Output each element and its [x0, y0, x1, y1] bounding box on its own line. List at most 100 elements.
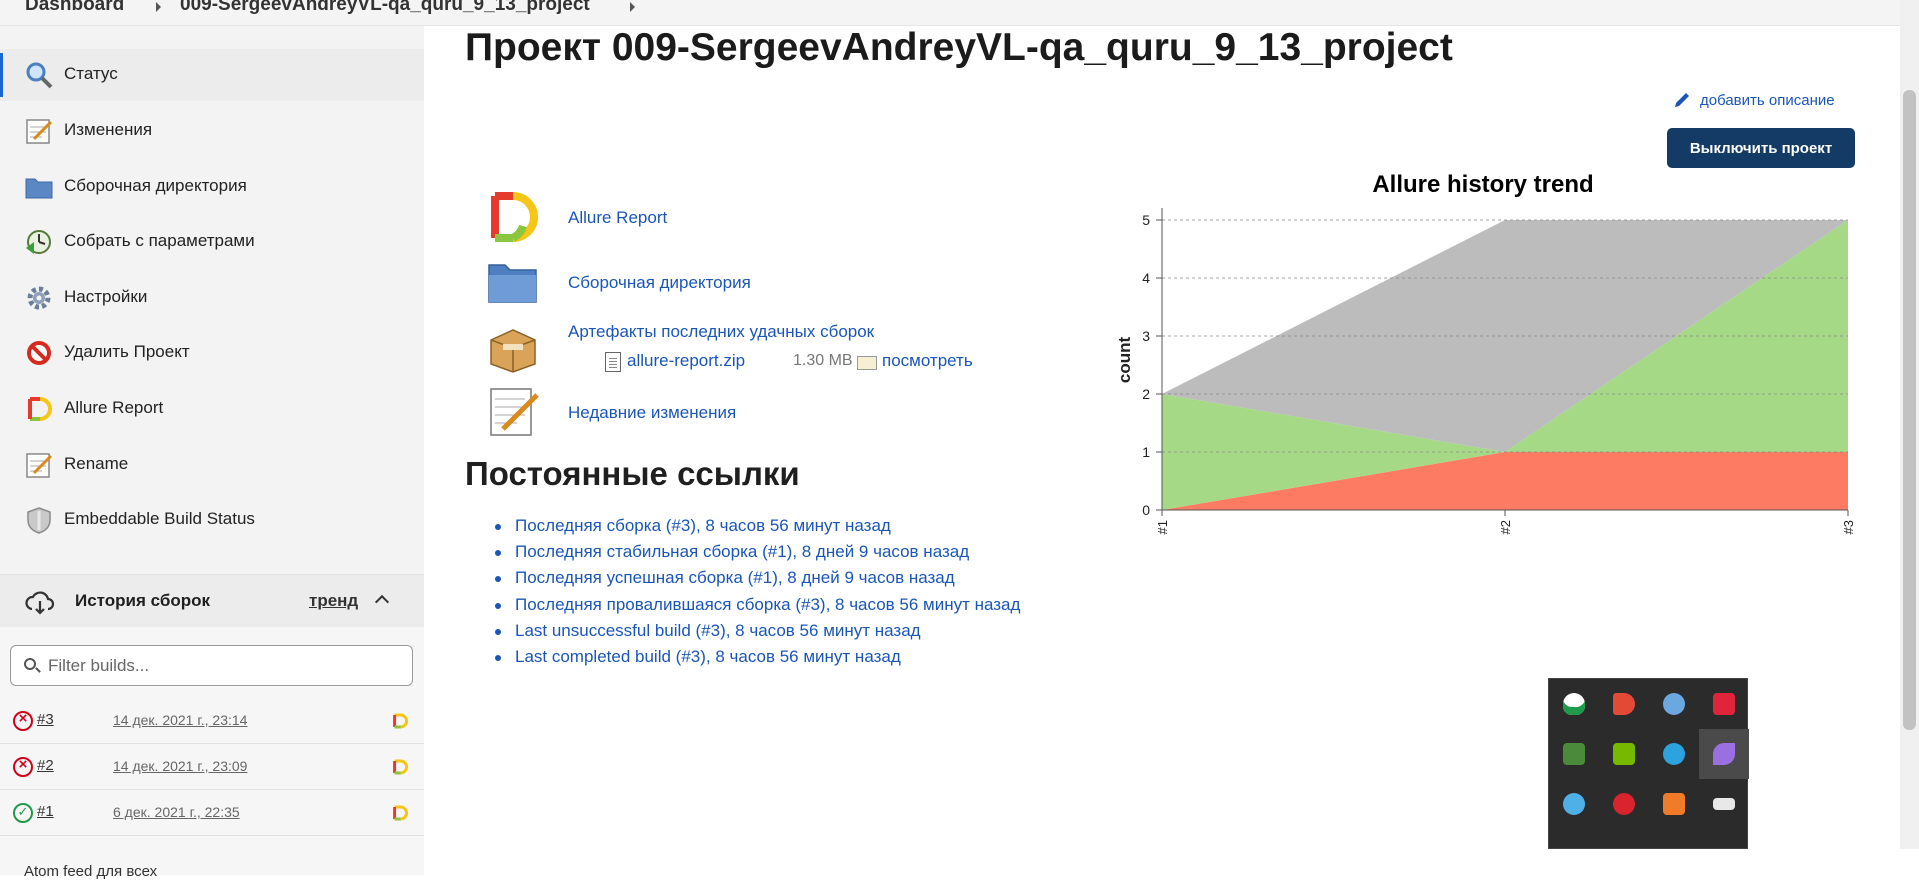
- pencil-icon: [1675, 93, 1689, 107]
- permalinks-list: Последняя сборка (#3), 8 часов 56 минут …: [495, 516, 1020, 673]
- trend-link[interactable]: тренд: [309, 591, 359, 610]
- permalink-last-build[interactable]: Последняя сборка (#3), 8 часов 56 минут …: [515, 516, 891, 535]
- build-number-link[interactable]: #3: [37, 711, 54, 728]
- recent-changes-link[interactable]: Недавние изменения: [568, 403, 737, 422]
- allure-icon[interactable]: [391, 804, 409, 822]
- sidebar-item-workspace[interactable]: Сборочная директория: [0, 161, 424, 213]
- sidebar-item-embeddable-build-status[interactable]: Embeddable Build Status: [0, 494, 424, 546]
- sidebar-item-label: Rename: [64, 454, 129, 473]
- build-row[interactable]: × #3 14 дек. 2021 г., 23:14: [0, 699, 424, 744]
- tray-nvidia-icon[interactable]: [1599, 729, 1649, 779]
- clock-build-icon: [26, 230, 51, 254]
- sidebar-item-status[interactable]: Статус: [0, 49, 424, 101]
- atom-feed-link[interactable]: Atom feed для всех: [24, 863, 158, 880]
- workspace-link[interactable]: Сборочная директория: [568, 273, 751, 292]
- sidebar-item-allure-report[interactable]: Allure Report: [0, 383, 424, 435]
- build-row[interactable]: ✓ #1 6 дек. 2021 г., 22:35: [0, 791, 424, 836]
- folder-icon[interactable]: [485, 255, 541, 309]
- filter-builds-input[interactable]: [48, 654, 398, 678]
- failed-status-icon: ×: [13, 710, 33, 731]
- x-tick-label: #3: [1841, 520, 1856, 534]
- permalink-item: Последняя стабильная сборка (#1), 8 дней…: [495, 542, 1020, 568]
- permalink-item: Last unsuccessful build (#3), 8 часов 56…: [495, 621, 1020, 647]
- build-date-link[interactable]: 14 дек. 2021 г., 23:14: [113, 712, 248, 728]
- area-series-failed[interactable]: [1162, 452, 1848, 510]
- y-tick-label: 5: [1142, 212, 1150, 228]
- sidebar-item-settings[interactable]: Настройки: [0, 272, 424, 324]
- tray-shield-check-icon[interactable]: [1549, 679, 1599, 729]
- view-icon: [857, 356, 877, 370]
- area-series-passed[interactable]: [1162, 220, 1848, 510]
- artifact-view-link[interactable]: посмотреть: [882, 351, 973, 370]
- success-status-icon: ✓: [13, 803, 33, 823]
- artifact-file-link[interactable]: allure-report.zip: [627, 351, 746, 370]
- build-history-header: История сборок тренд: [0, 575, 424, 627]
- tray-app-icon[interactable]: [1649, 779, 1699, 829]
- sidebar-item-label: Embeddable Build Status: [64, 509, 255, 528]
- permalink-last-completed[interactable]: Last completed build (#3), 8 часов 56 ми…: [515, 646, 901, 666]
- scrollbar-thumb[interactable]: [1903, 90, 1916, 730]
- build-history: История сборок тренд × #3 14 дек. 2021 г…: [0, 574, 424, 880]
- sidebar-item-label: Allure Report: [64, 398, 164, 417]
- breadcrumb-project[interactable]: 009-SergeevAndreyVL-qa_quru_9_13_project: [180, 0, 590, 15]
- permalink-last-successful[interactable]: Последняя успешная сборка (#1), 8 дней 9…: [515, 568, 955, 588]
- permalink-item: Последняя сборка (#3), 8 часов 56 минут …: [495, 516, 1020, 542]
- tray-battery-icon[interactable]: [1699, 779, 1749, 829]
- file-icon: [605, 352, 621, 372]
- search-icon: [24, 658, 36, 670]
- allure-report-link[interactable]: Allure Report: [568, 208, 668, 227]
- no-entry-icon: [27, 341, 51, 365]
- y-tick-label: 4: [1142, 270, 1150, 286]
- chevron-up-icon[interactable]: [374, 594, 390, 610]
- build-number-link[interactable]: #2: [37, 757, 54, 774]
- build-date-link[interactable]: 6 дек. 2021 г., 22:35: [113, 804, 240, 820]
- allure-icon[interactable]: [485, 190, 541, 244]
- build-history-title: История сборок: [75, 591, 211, 610]
- sidebar-item-changes[interactable]: Изменения: [0, 105, 424, 157]
- tray-antivirus-icon[interactable]: [1699, 679, 1749, 729]
- tray-feather-icon[interactable]: [1699, 729, 1749, 779]
- sidebar-item-build-with-params[interactable]: Собрать с параметрами: [0, 216, 424, 268]
- sidebar-item-label: Сборочная директория: [64, 176, 247, 195]
- tray-monitor-icon[interactable]: [1549, 729, 1599, 779]
- cloud-icon: [25, 591, 55, 615]
- x-tick-label: #2: [1498, 520, 1513, 534]
- y-tick-label: 0: [1142, 502, 1150, 518]
- artifacts-link[interactable]: Артефакты последних удачных сборок: [568, 322, 875, 341]
- package-icon[interactable]: [485, 320, 541, 374]
- permalink-last-stable[interactable]: Последняя стабильная сборка (#1), 8 дней…: [515, 542, 970, 562]
- permalink-last-unsuccessful[interactable]: Last unsuccessful build (#3), 8 часов 56…: [515, 620, 921, 640]
- system-tray-popup: [1548, 678, 1749, 849]
- build-row[interactable]: × #2 14 дек. 2021 г., 23:09: [0, 745, 424, 790]
- sidebar: Статус Изменения Сборочная директория Со…: [0, 26, 424, 880]
- build-number-link[interactable]: #1: [37, 803, 54, 820]
- notepad-icon: [26, 453, 53, 478]
- tray-alarm-icon[interactable]: [1599, 779, 1649, 829]
- breadcrumb-dashboard[interactable]: Dashboard: [25, 0, 125, 15]
- y-tick-label: 3: [1142, 328, 1150, 344]
- notepad-icon: [26, 119, 53, 144]
- tray-telegram-icon[interactable]: [1649, 729, 1699, 779]
- sidebar-item-rename[interactable]: Rename: [0, 439, 424, 491]
- chart-y-axis-label: count: [1115, 337, 1134, 384]
- permalink-item: Последняя провалившаяся сборка (#3), 8 ч…: [495, 595, 1020, 621]
- disable-project-button[interactable]: Выключить проект: [1667, 128, 1855, 168]
- breadcrumb-separator-icon: [630, 2, 635, 12]
- allure-icon: [28, 397, 52, 421]
- sidebar-item-label: Настройки: [64, 287, 148, 306]
- permalink-last-failed[interactable]: Последняя провалившаяся сборка (#3), 8 ч…: [515, 594, 1021, 614]
- allure-icon[interactable]: [391, 712, 409, 730]
- filter-builds-field: [10, 645, 413, 686]
- sidebar-item-delete-project[interactable]: Удалить Проект: [0, 327, 424, 379]
- y-tick-label: 1: [1142, 444, 1150, 460]
- search-icon: [26, 62, 53, 89]
- notepad-icon[interactable]: [485, 385, 541, 439]
- allure-icon[interactable]: [391, 758, 409, 776]
- tray-globe-icon[interactable]: [1649, 679, 1699, 729]
- allure-history-trend-chart[interactable]: Allure history trend 0 1 2 3 4 5 #1 #2 #3 count: [1108, 165, 1858, 545]
- tray-speaker-icon[interactable]: [1599, 679, 1649, 729]
- page-scrollbar[interactable]: [1900, 0, 1919, 849]
- tray-paint-icon[interactable]: [1549, 779, 1599, 829]
- shield-icon: [27, 507, 51, 534]
- build-date-link[interactable]: 14 дек. 2021 г., 23:09: [113, 758, 248, 774]
